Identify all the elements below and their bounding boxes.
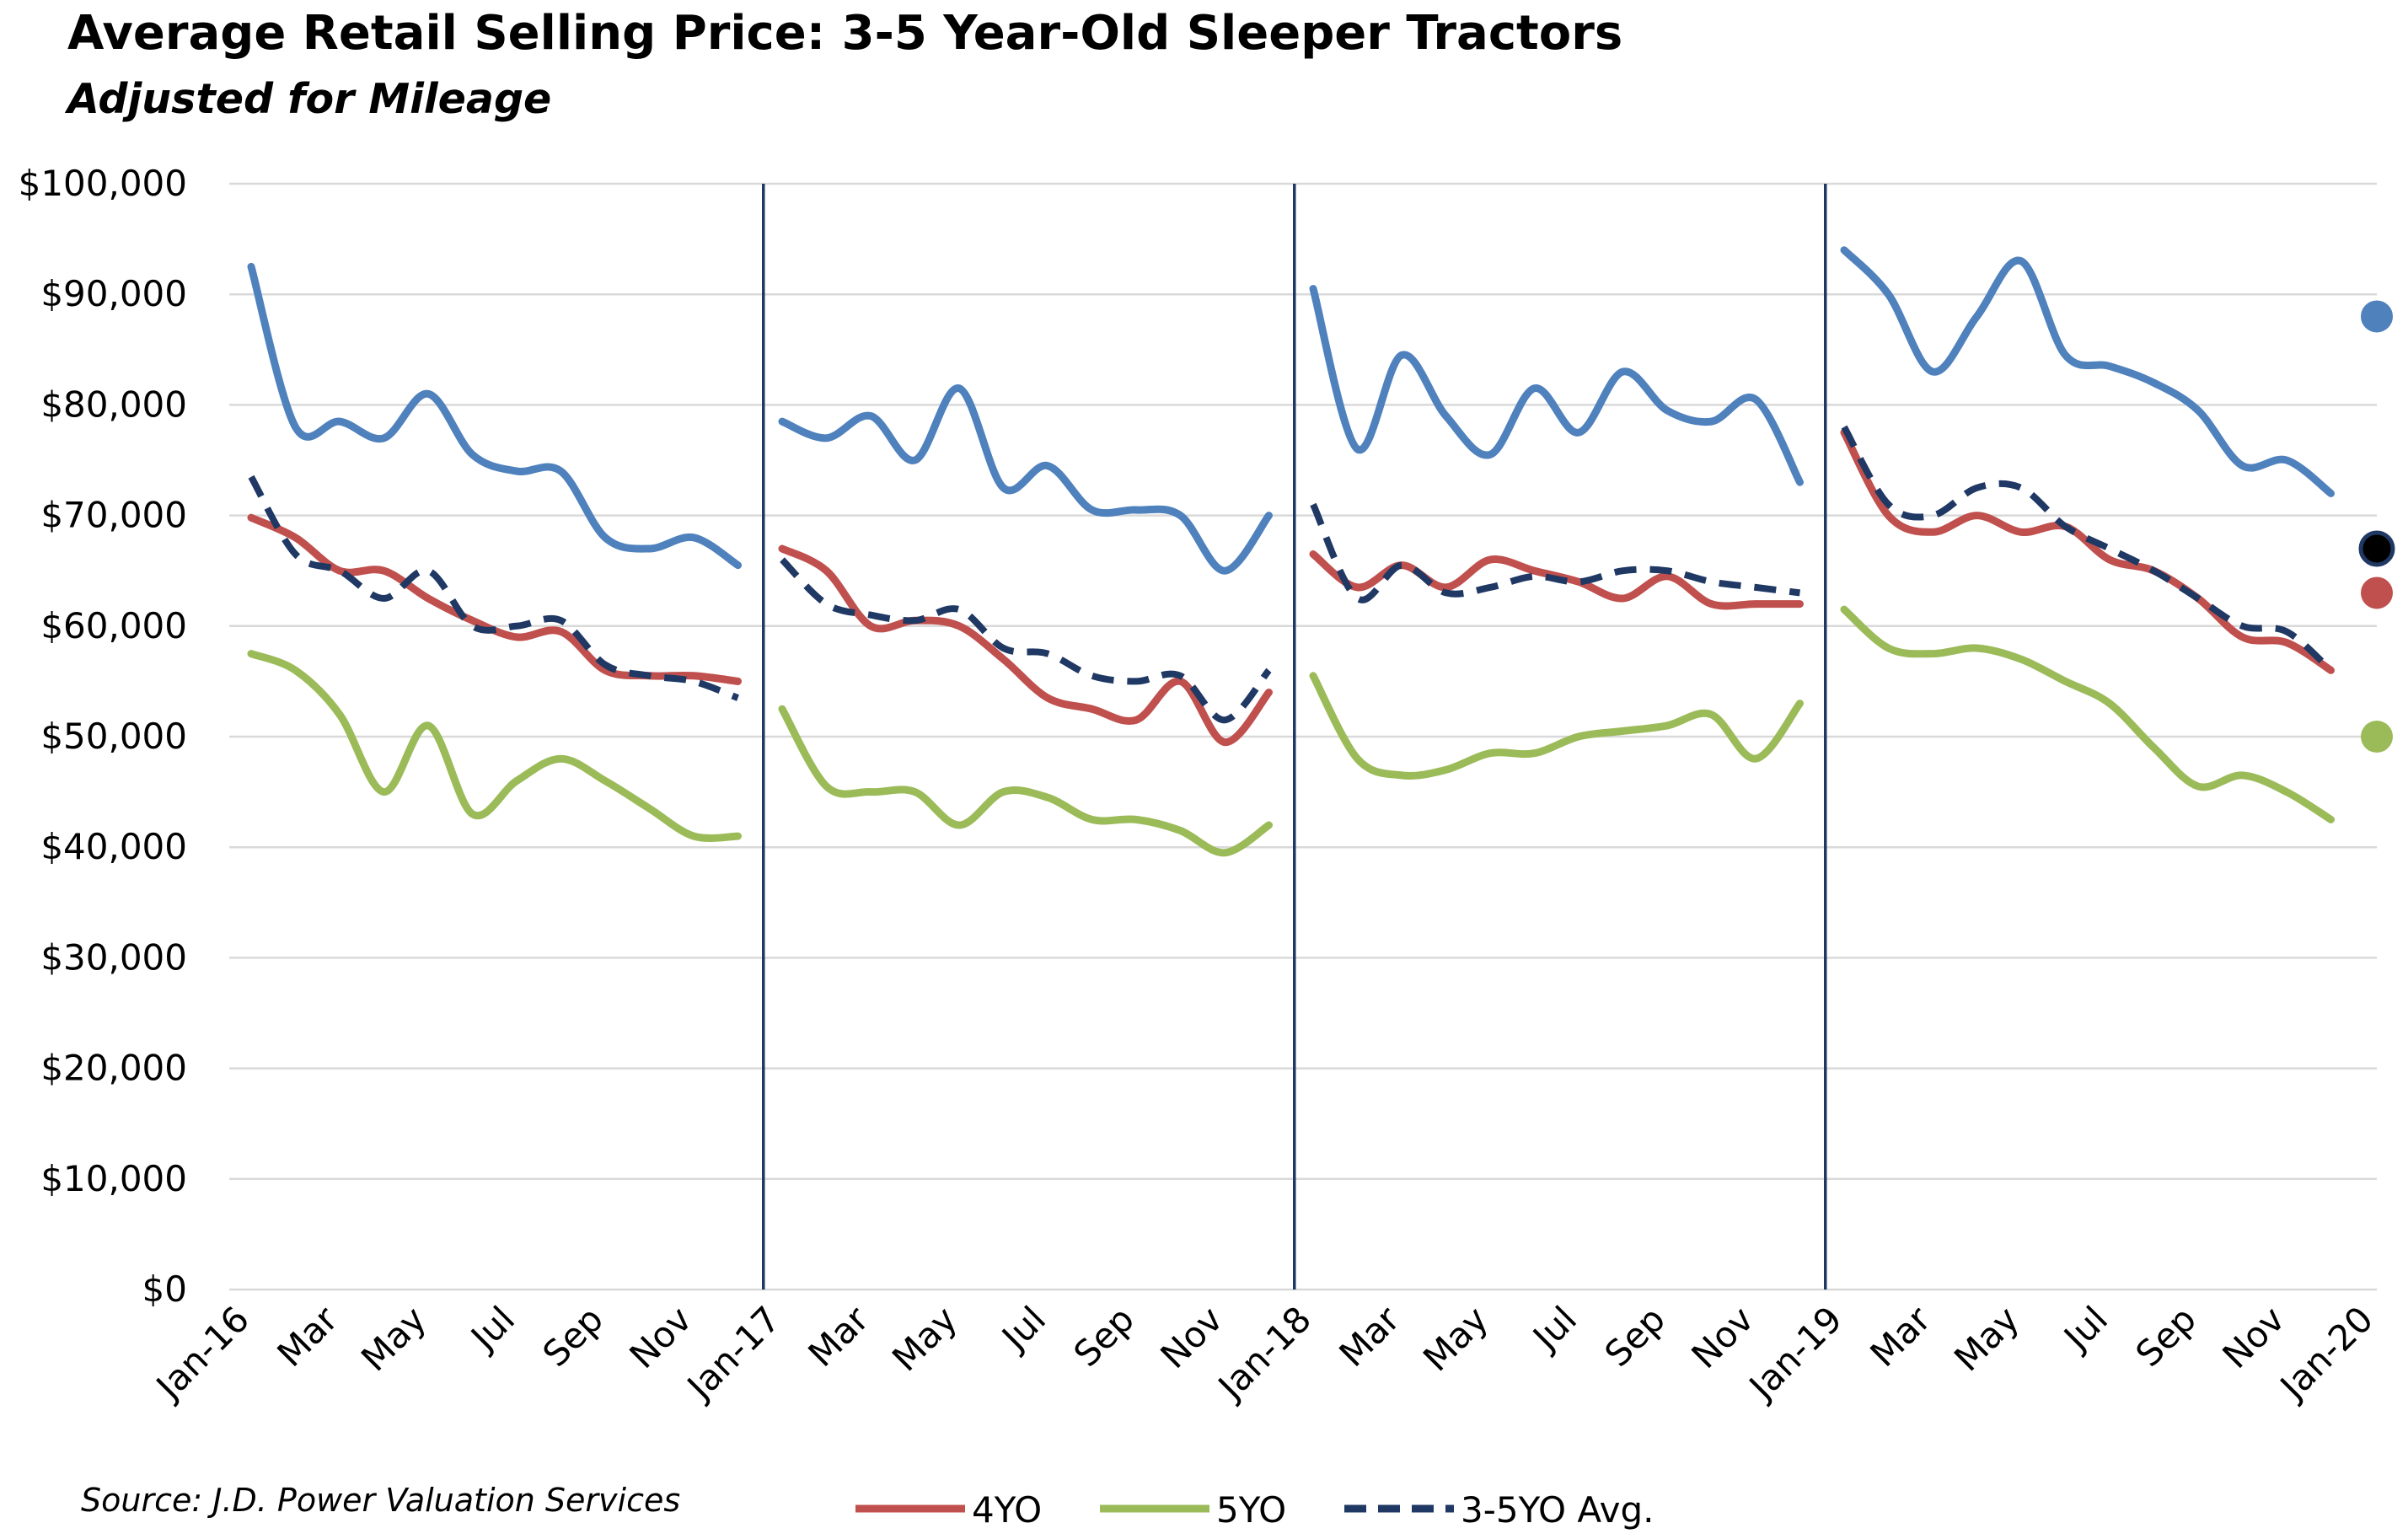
x-tick-label: Nov — [2214, 1298, 2293, 1376]
source-note: Source: J.D. Power Valuation Services — [81, 1482, 680, 1519]
chart-subtitle: Adjusted for Mileage — [64, 75, 551, 123]
x-tick-label: Jan-19 — [1740, 1298, 1850, 1408]
legend-label: 5YO — [1216, 1489, 1286, 1531]
y-tick-label: $60,000 — [40, 605, 187, 646]
series-line-untitled-series — [778, 384, 1273, 575]
x-tick-label: May — [353, 1298, 434, 1379]
y-tick-label: $30,000 — [40, 936, 187, 978]
x-tick-label: Jan-20 — [2271, 1298, 2381, 1408]
jan20-points — [2358, 300, 2395, 753]
series-line-5yo — [1840, 605, 2335, 823]
series-line-4yo — [1840, 428, 2335, 674]
legend-label: 3-5YO Avg. — [1461, 1489, 1654, 1531]
x-tick-label: May — [1946, 1298, 2027, 1379]
y-tick-label: $20,000 — [40, 1048, 187, 1089]
series-line-5yo — [778, 705, 1273, 857]
series-line-3-5yo-avg- — [1310, 502, 1801, 603]
y-tick-label: $80,000 — [40, 383, 187, 425]
y-tick-label: $90,000 — [40, 273, 187, 314]
x-tick-label: Jan-17 — [678, 1298, 788, 1408]
x-tick-label: Mar — [269, 1298, 346, 1375]
x-tick-label: Sep — [2127, 1298, 2204, 1375]
x-tick-label: Jul — [461, 1298, 523, 1359]
jan20-point-5yo — [2361, 721, 2393, 753]
x-tick-label: Nov — [1683, 1298, 1762, 1376]
legend: 4YO 5YO 3-5YO Avg. — [855, 1489, 1654, 1531]
x-tick-label: Nov — [1152, 1298, 1231, 1376]
series-line-untitled-series — [1840, 246, 2335, 497]
x-tick-label: Jul — [1523, 1298, 1585, 1359]
x-tick-label: Mar — [1331, 1298, 1408, 1375]
x-tick-label: May — [1415, 1298, 1496, 1379]
y-tick-label: $70,000 — [40, 495, 187, 536]
x-tick-label: Mar — [800, 1298, 877, 1375]
y-tick-label: $100,000 — [19, 163, 187, 204]
y-tick-label: $10,000 — [40, 1158, 187, 1199]
y-tick-label: $50,000 — [40, 716, 187, 757]
series-line-5yo — [1309, 672, 1804, 780]
series-line-untitled-series — [1309, 285, 1804, 486]
y-tick-label: $0 — [142, 1268, 187, 1310]
x-tick-label: Jul — [2054, 1298, 2116, 1359]
x-tick-label: Mar — [1862, 1298, 1939, 1375]
chart-title: Average Retail Selling Price: 3-5 Year-O… — [67, 6, 1622, 61]
y-axis-ticks: $0 $10,000 $20,000 $30,000 $40,000 $50,000 $60… — [19, 163, 187, 1310]
jan20-point-untitled-series — [2361, 300, 2393, 333]
series-line-4yo — [778, 544, 1273, 747]
x-tick-label: Sep — [1596, 1298, 1673, 1375]
series-line-5yo — [247, 650, 742, 842]
series-line-3-5yo-avg- — [248, 475, 739, 701]
gridlines — [229, 182, 2377, 1291]
series-line-untitled-series — [247, 262, 742, 570]
series-lines — [247, 246, 2335, 857]
x-tick-label: Sep — [534, 1298, 611, 1375]
jan20-point-3-5yo-avg- — [2358, 530, 2395, 567]
series-line-3-5yo-avg- — [780, 557, 1272, 724]
x-tick-label: Sep — [1065, 1298, 1142, 1375]
x-tick-label: Nov — [621, 1298, 700, 1376]
legend-label: 4YO — [972, 1489, 1042, 1531]
series-line-3-5yo-avg- — [1841, 425, 2334, 673]
x-tick-label: May — [884, 1298, 965, 1379]
x-tick-label: Jan-18 — [1209, 1298, 1319, 1408]
x-tick-label: Jan-16 — [147, 1298, 257, 1408]
year-separators — [762, 184, 1827, 1290]
jan20-point-4yo — [2361, 576, 2393, 609]
y-tick-label: $40,000 — [40, 826, 187, 867]
x-tick-label: Jul — [992, 1298, 1054, 1359]
